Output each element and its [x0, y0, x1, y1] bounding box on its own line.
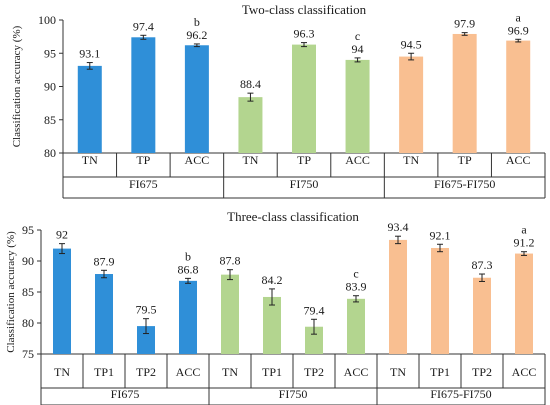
data-label: 87.8 — [220, 254, 241, 268]
category-label: TP1 — [262, 365, 282, 379]
group-label: FI675-FI750 — [434, 177, 495, 191]
data-label: 97.9 — [454, 17, 475, 31]
category-label: TP2 — [136, 365, 156, 379]
bar — [131, 37, 156, 153]
bar — [137, 326, 155, 354]
category-label: TP — [136, 153, 150, 167]
category-label: TN — [54, 365, 70, 379]
category-label: TN — [82, 153, 98, 167]
data-label: 88.4 — [240, 77, 261, 91]
bar — [221, 274, 239, 354]
y-tick-label: 100 — [38, 13, 56, 27]
group-label: FI675-FI750 — [430, 387, 491, 401]
bar — [95, 274, 113, 354]
data-label: 92.1 — [430, 228, 451, 242]
data-label: 96.2 — [186, 28, 207, 42]
category-label: ACC — [344, 365, 369, 379]
group-label: FI750 — [290, 177, 319, 191]
bar — [431, 247, 449, 354]
bar — [389, 239, 407, 354]
chart-panel-2: Three-class classification Classification… — [5, 209, 546, 405]
group-label: FI750 — [279, 387, 308, 401]
data-label: 86.8 — [178, 262, 199, 276]
category-label: TP1 — [94, 365, 114, 379]
data-label: 79.5 — [136, 303, 157, 317]
category-label: ACC — [506, 153, 531, 167]
y-tick-label: 85 — [44, 113, 56, 127]
y-tick-label: 90 — [44, 80, 56, 94]
significance-letter: a — [516, 10, 522, 24]
bar — [292, 44, 316, 154]
bar — [77, 65, 102, 153]
group-label: FI675 — [129, 177, 158, 191]
category-label: TP1 — [430, 365, 450, 379]
category-label: TN — [242, 153, 258, 167]
significance-letter: c — [353, 267, 358, 281]
category-label: TP2 — [472, 365, 492, 379]
category-label: TN — [222, 365, 238, 379]
y-tick-label: 85 — [22, 285, 34, 299]
bar — [506, 40, 531, 153]
group-label: FI675 — [111, 387, 140, 401]
significance-letter: a — [521, 223, 527, 237]
bar — [452, 33, 477, 154]
y-axis-label: Classification accuracy (%) — [5, 231, 17, 353]
bar — [347, 298, 365, 354]
data-label: 92 — [56, 228, 68, 242]
data-label: 87.3 — [472, 258, 493, 272]
bar — [345, 59, 370, 153]
bar — [184, 45, 209, 153]
data-label: 93.1 — [79, 47, 100, 61]
y-tick-label: 80 — [44, 146, 56, 160]
data-label: 83.9 — [346, 280, 367, 294]
category-label: ACC — [185, 153, 210, 167]
category-label: TP2 — [304, 365, 324, 379]
bar — [263, 296, 281, 354]
chart-panel-1: Two-class classification Classification a… — [11, 2, 546, 199]
y-tick-label: 90 — [22, 254, 34, 268]
category-label: ACC — [345, 153, 370, 167]
significance-letter: b — [185, 249, 191, 263]
chart-title: Two-class classification — [242, 2, 367, 17]
y-tick-label: 75 — [22, 347, 34, 361]
data-label: 97.4 — [133, 19, 154, 33]
bar — [179, 280, 197, 354]
category-label: ACC — [176, 365, 201, 379]
bar — [473, 277, 491, 354]
significance-letter: b — [194, 15, 200, 29]
data-label: 94 — [352, 42, 364, 56]
bar — [515, 253, 533, 354]
data-label: 96.3 — [294, 27, 315, 41]
chart-title: Three-class classification — [227, 209, 359, 224]
data-label: 96.9 — [508, 23, 529, 37]
data-label: 84.2 — [262, 273, 283, 287]
data-label: 93.4 — [388, 220, 409, 234]
data-label: 94.5 — [401, 37, 422, 51]
bar — [238, 97, 263, 153]
bar — [305, 326, 323, 354]
data-label: 87.9 — [94, 254, 115, 268]
y-tick-label: 95 — [22, 223, 34, 237]
y-tick-label: 80 — [22, 316, 34, 330]
category-label: TP — [458, 153, 472, 167]
category-label: TN — [403, 153, 419, 167]
category-label: TN — [390, 365, 406, 379]
bar — [399, 56, 424, 154]
category-label: ACC — [512, 365, 537, 379]
y-tick-label: 95 — [44, 46, 56, 60]
y-axis-label: Classification accuracy (%) — [11, 25, 23, 147]
data-label: 79.4 — [304, 303, 325, 317]
bar — [53, 248, 71, 354]
significance-letter: c — [355, 29, 360, 43]
data-label: 91.2 — [514, 236, 535, 250]
category-label: TP — [297, 153, 311, 167]
